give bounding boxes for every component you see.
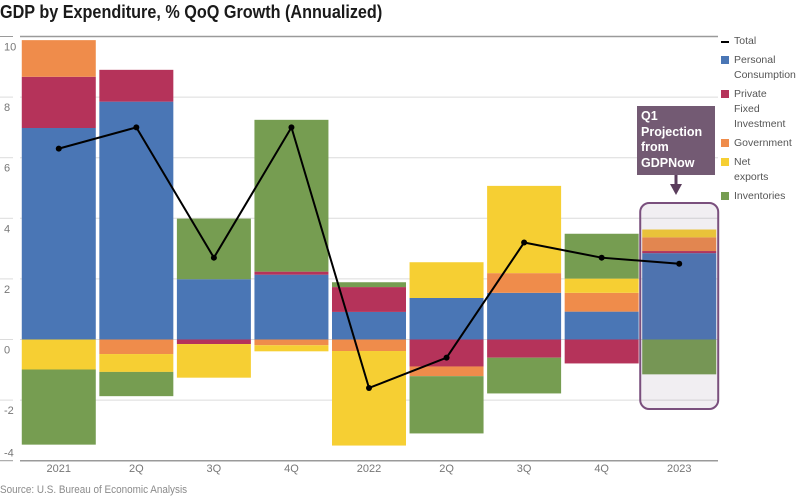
annotation-line: Q1 <box>641 109 658 123</box>
total-point <box>210 254 217 261</box>
bar-segment-personal-consumption <box>99 101 174 340</box>
legend-item-inventories: Inventories <box>721 189 800 204</box>
arrow-down-icon <box>670 184 682 195</box>
bar-segment-net-exports <box>99 354 174 372</box>
bar-segment-private-fixed-investment <box>409 339 484 367</box>
bar-segment-net-exports <box>254 345 329 352</box>
y-tick-label: -4 <box>4 448 14 460</box>
y-tick-label: -2 <box>4 405 14 417</box>
bar-segment-private-fixed-investment <box>176 339 251 345</box>
bar-segment-private-fixed-investment <box>642 251 717 254</box>
bar-segment-net-exports <box>642 229 717 238</box>
x-tick-label: 4Q <box>284 463 299 475</box>
legend: Total Personal Consumption Private Fixed… <box>721 34 800 208</box>
bar-segment-inventories <box>99 371 174 397</box>
bar-segment-private-fixed-investment <box>564 339 639 364</box>
bar-segment-net-exports <box>564 278 639 293</box>
total-point <box>288 124 295 131</box>
bar-segment-inventories <box>487 357 562 394</box>
y-tick-label: 8 <box>4 102 10 114</box>
bar-segment-personal-consumption <box>642 253 717 340</box>
total-point <box>598 254 605 261</box>
legend-item-net-exports: Net exports <box>721 155 800 185</box>
bar-segment-government <box>564 292 639 312</box>
total-point <box>443 354 450 361</box>
y-tick-label: 0 <box>4 345 10 357</box>
y-tick-label: 2 <box>4 284 10 296</box>
bar-segment-government <box>332 339 406 352</box>
legend-item-total: Total <box>721 34 800 49</box>
bar-segment-net-exports <box>409 262 484 298</box>
x-tick-label: 2021 <box>47 463 71 475</box>
bar-segment-private-fixed-investment <box>487 339 562 358</box>
x-tick-label: 3Q <box>207 463 222 475</box>
y-tick-label: 6 <box>4 163 10 175</box>
legend-label: Inventories <box>734 190 786 202</box>
bar-segment-personal-consumption <box>21 128 96 340</box>
bar-segment-government <box>99 339 174 355</box>
bar-segment-inventories <box>332 282 406 288</box>
bar-segment-government <box>254 339 329 346</box>
bar-segment-inventories <box>254 119 329 272</box>
bar-segment-personal-consumption <box>409 297 484 340</box>
y-tick-label: 4 <box>4 223 10 235</box>
projection-annotation: Q1 Projection from GDPNow <box>637 106 715 175</box>
legend-label: Personal Consumption <box>734 54 796 81</box>
legend-swatch <box>721 56 729 64</box>
total-point <box>676 260 683 267</box>
y-tick-label: 10 <box>4 42 16 54</box>
legend-swatch <box>721 192 729 200</box>
legend-swatch <box>721 90 729 98</box>
bar-segment-net-exports <box>487 185 562 274</box>
bar-segment-inventories <box>409 376 484 434</box>
chart-title: GDP by Expenditure, % QoQ Growth (Annual… <box>0 2 383 22</box>
bar-segment-personal-consumption <box>176 279 251 340</box>
x-tick-label: 4Q <box>594 463 609 475</box>
legend-swatch <box>721 158 729 166</box>
legend-label: Total <box>734 35 757 47</box>
bar-segment-net-exports <box>21 339 96 370</box>
x-tick-label: 2Q <box>129 463 144 475</box>
source-note: Source: U.S. Bureau of Economic Analysis <box>0 484 188 496</box>
bar-segment-private-fixed-investment <box>99 69 174 102</box>
annotation-line: GDPNow <box>641 155 695 170</box>
bar-segment-inventories <box>642 339 717 375</box>
total-point <box>521 239 528 246</box>
total-point <box>133 124 140 131</box>
bar-segment-net-exports <box>332 351 406 446</box>
annotation-line: Projection <box>641 124 703 139</box>
total-point <box>55 145 62 152</box>
bar-segment-personal-consumption <box>564 311 639 340</box>
x-tick-label: 2Q <box>439 463 454 475</box>
x-tick-label: 2023 <box>667 463 691 475</box>
projection-highlight-box <box>639 202 720 410</box>
bar-segment-personal-consumption <box>332 311 406 340</box>
bar-segment-net-exports <box>176 344 251 378</box>
bar-segment-government <box>487 273 562 293</box>
x-tick-label: 3Q <box>517 463 532 475</box>
bar-segment-personal-consumption <box>254 274 329 340</box>
bar-segment-private-fixed-investment <box>21 76 96 129</box>
annotation-line: from <box>641 140 669 154</box>
bar-segment-inventories <box>176 218 251 280</box>
bar-segment-government <box>21 40 96 77</box>
legend-line-swatch <box>721 41 729 43</box>
legend-item-private-fixed-investment: Private Fixed Investment <box>721 87 800 132</box>
bar-segment-government <box>642 237 717 252</box>
legend-item-government: Government <box>721 136 800 151</box>
legend-label: Private Fixed Investment <box>734 88 786 130</box>
bar-segment-inventories <box>21 369 96 445</box>
legend-item-personal-consumption: Personal Consumption <box>721 53 800 83</box>
bar-segment-personal-consumption <box>487 292 562 340</box>
x-tick-label: 2022 <box>357 463 381 475</box>
legend-label: Net exports <box>734 156 769 183</box>
legend-label: Government <box>734 137 792 149</box>
legend-swatch <box>721 139 729 147</box>
bar-segment-private-fixed-investment <box>254 271 329 275</box>
bar-segment-government <box>409 366 484 377</box>
total-point <box>366 384 372 391</box>
